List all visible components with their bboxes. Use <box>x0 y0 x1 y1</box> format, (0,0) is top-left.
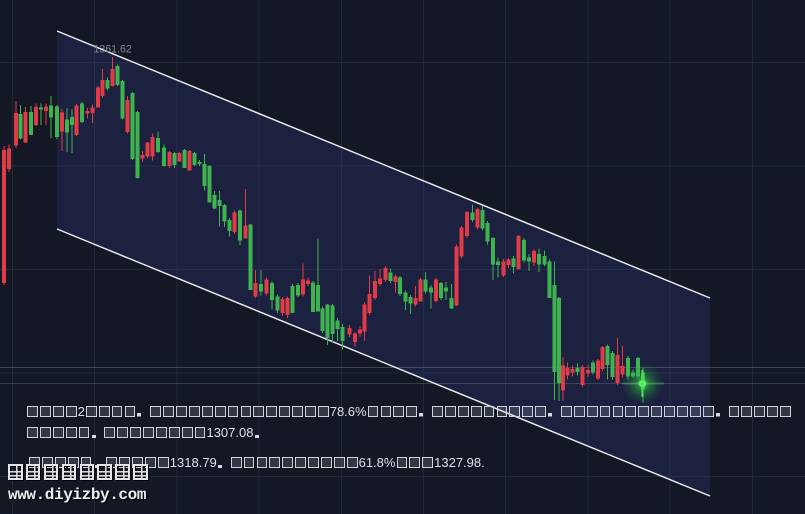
svg-text:1361.62: 1361.62 <box>94 44 132 56</box>
